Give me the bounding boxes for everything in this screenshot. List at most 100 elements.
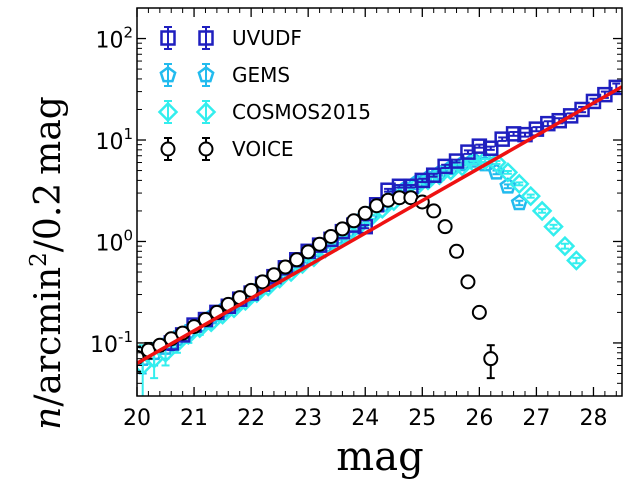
series-cosmos2015 <box>137 150 587 396</box>
legend-marker <box>197 65 215 83</box>
legend-label: UVUDF <box>232 26 302 50</box>
data-point <box>505 126 522 142</box>
data-point <box>437 219 453 235</box>
data-point <box>426 203 442 219</box>
error-bar <box>452 158 461 164</box>
data-point <box>357 205 373 221</box>
error-bar <box>572 256 581 265</box>
error-bar <box>463 149 472 155</box>
data-point <box>289 252 305 268</box>
data-point <box>574 101 590 118</box>
error-bar <box>526 193 535 199</box>
legend: UVUDF GEMS COSMOS2015 VOICE <box>157 26 371 161</box>
x-tick-label: 24 <box>351 406 379 431</box>
axes: 20 21 22 23 24 25 26 27 28 10-1 100 101 102 <box>90 7 622 431</box>
plot-frame <box>136 7 623 397</box>
series-voice <box>137 190 499 380</box>
error-bar <box>441 163 450 169</box>
y-tick-label: 102 <box>95 24 133 54</box>
data-point <box>255 274 271 290</box>
legend-marker <box>159 65 177 83</box>
y-tick-label: 101 <box>95 125 133 155</box>
data-point <box>520 185 541 207</box>
error-bar <box>384 187 393 193</box>
data-point <box>543 216 564 237</box>
data-point <box>425 167 442 183</box>
data-point <box>448 153 465 169</box>
x-tick-label: 21 <box>180 406 208 431</box>
y-axis-title-n: n <box>28 407 69 430</box>
fit-line-layer <box>137 85 622 365</box>
y-axis-title: n/arcmin2/0.2mag <box>26 96 69 430</box>
error-bar <box>498 136 507 142</box>
data-point <box>608 79 622 96</box>
data-point <box>300 244 316 260</box>
data-point <box>509 173 530 195</box>
x-tick-label: 27 <box>522 406 550 431</box>
data-point <box>471 138 488 154</box>
error-bar <box>418 177 427 184</box>
legend-marker <box>195 101 217 123</box>
data-point <box>414 172 431 189</box>
data-point <box>474 150 496 171</box>
data-point <box>460 274 476 290</box>
data-point <box>497 162 519 183</box>
y-axis-title-num: 0.2 <box>28 183 69 240</box>
legend-marker <box>157 101 179 123</box>
error-bar <box>406 184 415 189</box>
x-tick-label: 25 <box>408 406 436 431</box>
data-point <box>554 235 576 257</box>
x-tick-label: 23 <box>294 406 322 431</box>
data-point <box>471 304 487 320</box>
data-point <box>449 243 465 259</box>
error-bar <box>361 224 370 230</box>
legend-entry-cosmos2015: COSMOS2015 <box>157 100 371 124</box>
y-axis-title-slash: / <box>28 394 69 407</box>
error-bar <box>532 126 541 133</box>
error-bar <box>515 181 524 187</box>
legend-marker <box>160 30 176 46</box>
data-point <box>483 140 499 156</box>
error-bar <box>137 345 141 373</box>
data-point <box>277 259 293 275</box>
y-axis-title-slash2: / <box>28 239 69 252</box>
y-tick-label: 100 <box>95 226 133 256</box>
error-bar <box>475 143 484 149</box>
error-bar <box>503 169 512 175</box>
data-point <box>483 351 499 367</box>
y-tick-label: 10-1 <box>90 328 133 358</box>
data-point <box>312 236 328 252</box>
x-tick-label: 20 <box>123 406 151 431</box>
legend-label: VOICE <box>232 137 294 161</box>
data-point <box>334 221 350 237</box>
y-axis-title-exponent: 2 <box>26 252 52 267</box>
fit-line <box>137 85 622 365</box>
error-bar <box>515 199 524 207</box>
legend-label: COSMOS2015 <box>232 100 371 124</box>
data-point <box>323 228 339 244</box>
data-point <box>566 250 587 271</box>
error-bar <box>549 223 558 230</box>
error-bar <box>429 172 438 178</box>
data-point <box>499 177 517 194</box>
data-point <box>346 213 362 229</box>
error-bar <box>395 184 404 189</box>
error-bar <box>509 130 518 137</box>
y-axis-title-arcmin: arcmin <box>28 267 69 395</box>
error-bar <box>560 242 569 250</box>
error-bar <box>543 120 552 128</box>
y-axis-title-mag: mag <box>28 96 69 175</box>
series-gems <box>137 151 528 375</box>
legend-marker <box>160 141 176 157</box>
data-point <box>531 200 553 222</box>
legend-entry-voice: VOICE <box>160 137 294 161</box>
legend-entry-uvudf: UVUDF <box>160 26 302 50</box>
error-bar <box>486 145 495 151</box>
error-bar <box>521 131 529 138</box>
x-axis-title: mag <box>336 434 423 479</box>
data-point <box>266 267 282 283</box>
legend-marker <box>198 30 214 46</box>
legend-entry-gems: GEMS <box>159 63 290 87</box>
x-tick-label: 28 <box>579 406 607 431</box>
